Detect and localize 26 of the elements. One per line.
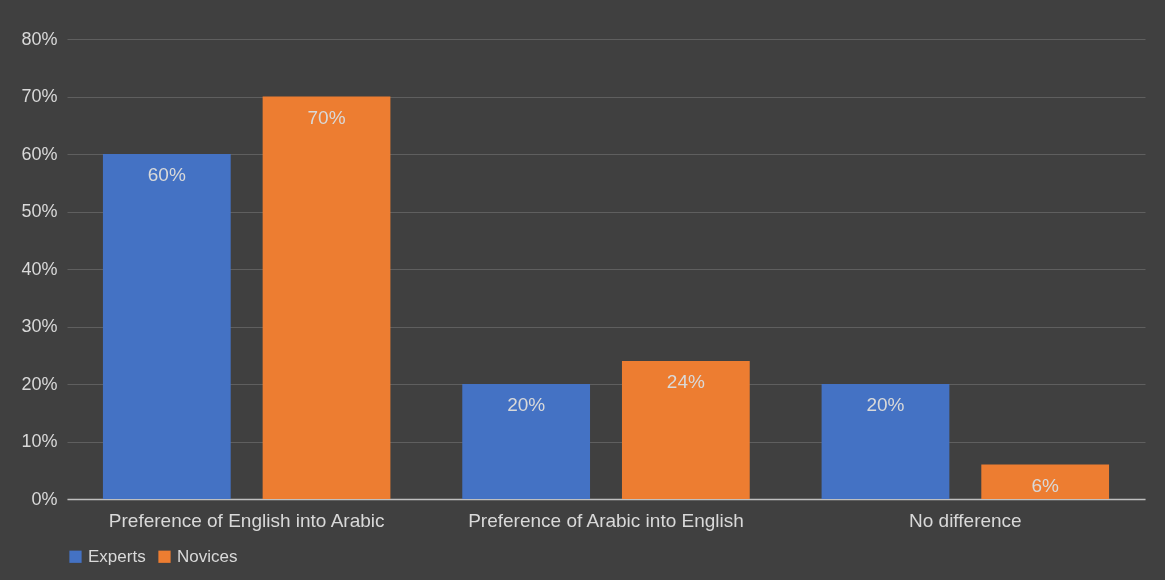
x-tick-label: No difference bbox=[909, 509, 1022, 531]
y-tick-label: 0% bbox=[31, 488, 58, 509]
data-label: 20% bbox=[507, 394, 546, 415]
data-label: 6% bbox=[1031, 474, 1060, 496]
data-label: 70% bbox=[307, 106, 346, 128]
y-tick-label: 40% bbox=[21, 258, 58, 279]
bar bbox=[821, 384, 950, 499]
bar bbox=[102, 154, 231, 499]
y-tick-label: 20% bbox=[21, 373, 58, 394]
y-tick-label: 60% bbox=[21, 143, 58, 164]
legend-label: Novices bbox=[177, 546, 238, 566]
bar bbox=[262, 96, 391, 499]
legend-label: Experts bbox=[88, 546, 146, 566]
y-tick-label: 70% bbox=[21, 86, 58, 106]
data-label: 60% bbox=[147, 164, 186, 185]
y-tick-label: 50% bbox=[21, 201, 58, 221]
y-tick-label: 80% bbox=[21, 28, 58, 49]
y-tick-label: 30% bbox=[21, 316, 58, 336]
bar bbox=[462, 384, 591, 499]
data-label: 24% bbox=[666, 371, 705, 392]
bar bbox=[621, 361, 750, 499]
x-tick-label: Preference of English into Arabic bbox=[108, 509, 385, 531]
y-tick-label: 10% bbox=[21, 431, 58, 451]
bar bbox=[981, 464, 1110, 499]
data-label: 20% bbox=[866, 394, 905, 415]
x-tick-label: Preference of Arabic into English bbox=[468, 509, 744, 531]
